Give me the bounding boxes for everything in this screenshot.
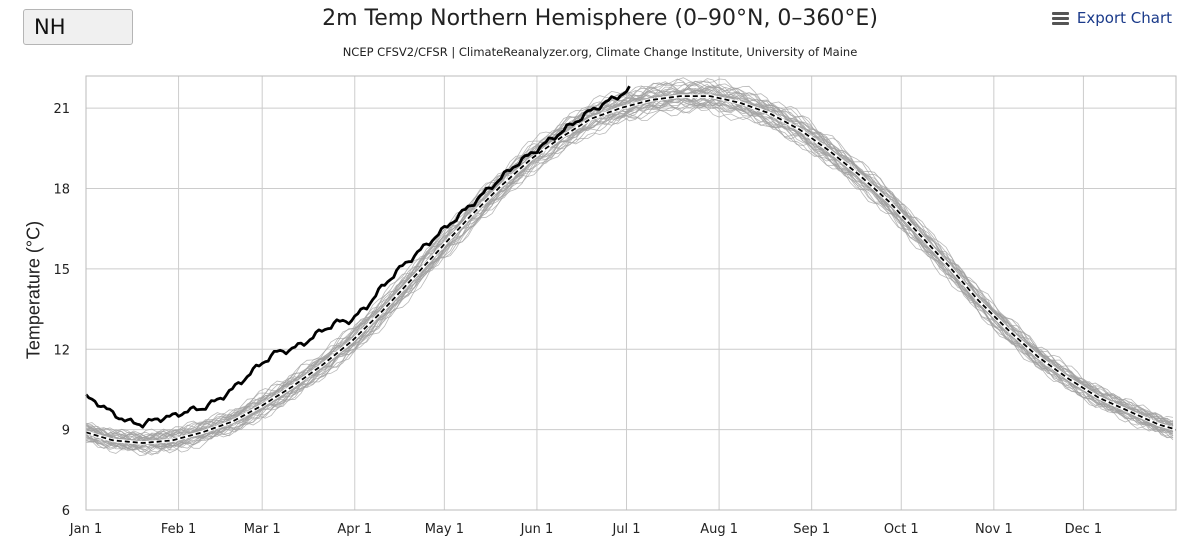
past-year-line <box>85 97 1174 456</box>
x-tick-label: Dec 1 <box>1065 522 1103 537</box>
x-tick-label: Feb 1 <box>161 522 196 537</box>
chart-title: 2m Temp Northern Hemisphere (0–90°N, 0–3… <box>322 6 878 31</box>
past-year-line <box>85 78 1174 445</box>
past-year-line <box>85 89 1174 451</box>
x-tick-label: Nov 1 <box>975 522 1013 537</box>
x-tick-label: Apr 1 <box>337 522 372 537</box>
y-tick-label: 12 <box>53 343 70 358</box>
past-year-line <box>85 77 1174 444</box>
past-year-line <box>85 98 1174 454</box>
past-year-line <box>85 90 1174 448</box>
past-year-line <box>85 94 1174 454</box>
x-tick-label: Mar 1 <box>244 522 281 537</box>
x-tick-label: Jun 1 <box>520 522 554 537</box>
past-year-line <box>85 86 1174 448</box>
past-year-line <box>85 81 1174 444</box>
current-year-line <box>84 85 631 429</box>
past-year-line <box>85 83 1174 449</box>
past-year-line <box>85 87 1174 448</box>
mean-line <box>85 95 1177 444</box>
past-year-line <box>85 84 1174 449</box>
y-tick-label: 18 <box>53 183 70 198</box>
past-year-line <box>85 94 1174 452</box>
y-tick-label: 9 <box>62 424 70 439</box>
past-year-line <box>85 86 1174 450</box>
past-year-line <box>85 82 1174 447</box>
past-year-line <box>85 92 1174 449</box>
past-year-line <box>85 85 1174 450</box>
past-year-line <box>85 84 1174 450</box>
past-year-line <box>85 94 1174 453</box>
past-year-line <box>85 88 1174 447</box>
past-year-line <box>85 96 1174 455</box>
mean-line-halo <box>85 94 1177 445</box>
past-year-line <box>85 91 1174 452</box>
past-year-line <box>85 95 1174 452</box>
y-tick-label: 15 <box>53 263 70 278</box>
past-year-line <box>85 80 1174 447</box>
x-tick-label: Oct 1 <box>884 522 919 537</box>
export-chart-label: Export Chart <box>1076 9 1172 27</box>
past-year-line <box>85 81 1174 445</box>
region-select[interactable]: NH <box>23 9 133 45</box>
past-year-line <box>85 84 1174 448</box>
y-tick-label: 21 <box>53 102 70 117</box>
past-year-line <box>85 97 1174 457</box>
export-chart-button[interactable]: Export Chart <box>1051 9 1172 27</box>
past-year-line <box>85 84 1174 450</box>
x-tick-label: Jul 1 <box>611 522 640 537</box>
past-year-line <box>85 87 1174 449</box>
x-tick-label: Aug 1 <box>700 522 738 537</box>
past-year-line <box>85 78 1174 447</box>
past-year-line <box>85 81 1174 446</box>
past-year-line <box>85 87 1174 449</box>
past-year-line <box>85 89 1174 451</box>
x-tick-label: May 1 <box>425 522 464 537</box>
hamburger-menu-icon <box>1051 11 1069 25</box>
past-year-line <box>85 85 1174 448</box>
past-year-line <box>85 93 1174 450</box>
past-year-line <box>85 78 1174 444</box>
x-tick-label: Sep 1 <box>793 522 830 537</box>
y-tick-label: 6 <box>62 504 70 519</box>
chart-subtitle: NCEP CFSV2/CFSR | ClimateReanalyzer.org,… <box>342 45 858 59</box>
past-year-line <box>85 97 1174 455</box>
x-tick-label: Jan 1 <box>69 522 102 537</box>
past-year-line <box>85 90 1174 451</box>
